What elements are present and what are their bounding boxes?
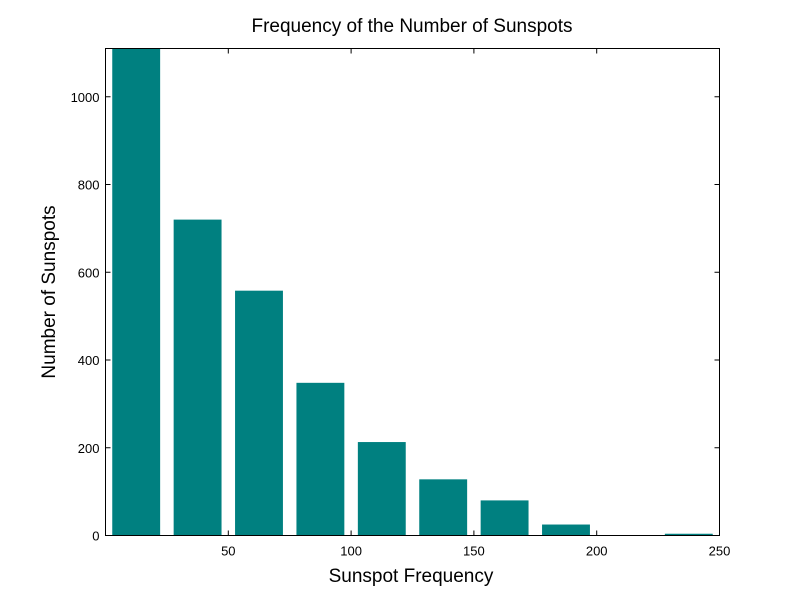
plot-frame [105, 48, 720, 536]
y-tick-label: 600 [78, 265, 100, 280]
bar-8 [542, 524, 590, 536]
y-axis-label: Number of Sunspots [39, 205, 60, 378]
bar-10 [664, 533, 713, 536]
x-tick-label: 200 [586, 544, 608, 559]
y-ticks: 0 200 400 600 800 1000 [71, 90, 720, 544]
y-tick-label: 800 [78, 178, 100, 193]
y-tick-label: 0 [92, 529, 99, 544]
bar-2 [173, 219, 222, 536]
x-tick-label: 100 [340, 544, 362, 559]
bars-group [112, 48, 713, 536]
x-tick-label: 250 [709, 544, 731, 559]
y-tick-label: 200 [78, 441, 100, 456]
y-tick-label: 1000 [71, 90, 100, 105]
bar-5 [357, 442, 406, 536]
x-ticks: 50 100 150 200 250 [221, 48, 731, 559]
bar-1 [112, 48, 161, 536]
x-tick-label: 50 [221, 544, 235, 559]
y-tick-label: 400 [78, 353, 100, 368]
bar-6 [419, 479, 468, 536]
bar-3 [235, 290, 283, 536]
bar-4 [296, 382, 345, 536]
x-axis-label: Sunspot Frequency [329, 566, 494, 587]
bar-7 [480, 500, 529, 536]
x-tick-label: 150 [463, 544, 485, 559]
chart-title: Frequency of the Number of Sunspots [251, 16, 572, 37]
